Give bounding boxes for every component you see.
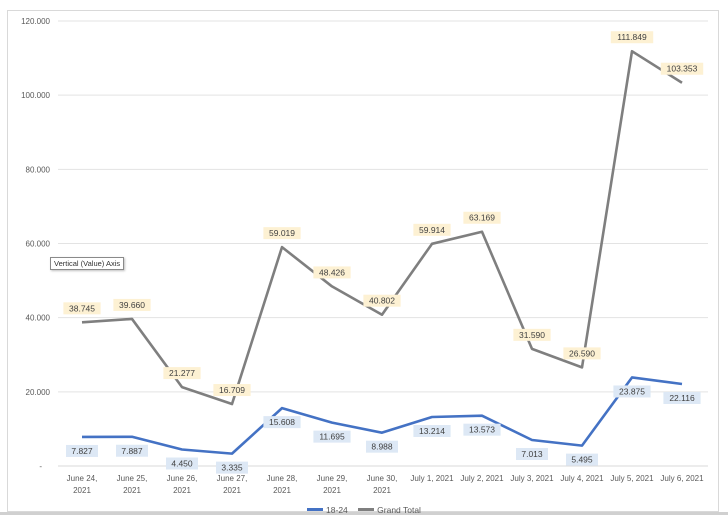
data-label: 40.802 xyxy=(369,296,395,306)
data-label-bg xyxy=(213,384,251,397)
legend-label: 18-24 xyxy=(326,504,348,515)
x-tick-label: July 1, 2021 xyxy=(410,474,454,483)
series-line-18-24 xyxy=(81,376,683,455)
x-tick-label: 2021 xyxy=(173,486,191,495)
data-label-bg xyxy=(363,294,401,307)
data-label: 7.013 xyxy=(521,449,543,459)
data-label: 4.450 xyxy=(171,458,193,468)
data-label: 3.335 xyxy=(221,463,243,473)
data-label-bg xyxy=(66,444,98,457)
x-tick-label: July 4, 2021 xyxy=(560,474,604,483)
y-tick-label: 100.000 xyxy=(21,91,50,100)
y-tick-label: 40.000 xyxy=(26,314,51,323)
data-label-bg xyxy=(366,440,398,453)
data-label-bg xyxy=(63,302,101,315)
legend-label: Grand Total xyxy=(377,504,421,515)
data-label: 13.573 xyxy=(469,425,495,435)
y-tick-label: 120.000 xyxy=(21,17,50,26)
data-label: 7.887 xyxy=(121,446,143,456)
y-tick-label: 80.000 xyxy=(26,165,51,174)
x-tick-label: 2021 xyxy=(73,486,91,495)
data-label-bg xyxy=(663,391,701,404)
legend-item-18-24[interactable]: 18-24 xyxy=(307,505,348,515)
x-tick-label: June 24, xyxy=(67,474,98,483)
x-tick-label: 2021 xyxy=(123,486,141,495)
data-label: 38.745 xyxy=(69,303,95,313)
x-tick-label: July 3, 2021 xyxy=(510,474,554,483)
x-tick-label: July 2, 2021 xyxy=(460,474,504,483)
data-label-bg xyxy=(513,328,551,341)
x-tick-label: June 26, xyxy=(167,474,198,483)
x-tick-label: July 5, 2021 xyxy=(610,474,654,483)
data-label-bg xyxy=(313,266,351,279)
series-line-grand-total xyxy=(81,49,683,406)
data-label: 13.214 xyxy=(419,426,445,436)
legend-swatch xyxy=(307,508,324,511)
divider xyxy=(0,512,728,515)
data-label: 103.353 xyxy=(667,64,698,74)
data-label: 48.426 xyxy=(319,267,345,277)
axis-tooltip: Vertical (Value) Axis xyxy=(50,257,125,270)
data-label: 15.608 xyxy=(269,417,295,427)
data-label-bg xyxy=(516,447,548,460)
x-tick-label: June 30, xyxy=(367,474,398,483)
y-tick-label: - xyxy=(39,462,42,471)
data-label-bg xyxy=(613,385,651,398)
data-label-bg xyxy=(166,457,198,470)
x-tick-label: July 6, 2021 xyxy=(660,474,704,483)
legend[interactable]: 18-24 Grand Total xyxy=(0,503,728,515)
x-tick-label: 2021 xyxy=(323,486,341,495)
x-tick-label: June 28, xyxy=(267,474,298,483)
data-label-bg xyxy=(216,461,248,474)
x-tick-label: June 27, xyxy=(217,474,248,483)
data-label: 7.827 xyxy=(71,446,93,456)
data-label: 23.875 xyxy=(619,386,645,396)
data-label-bg xyxy=(660,62,704,75)
y-tick-label: 60.000 xyxy=(26,240,51,249)
data-label-bg xyxy=(113,298,151,311)
x-tick-label: June 25, xyxy=(117,474,148,483)
data-label: 22.116 xyxy=(669,393,695,403)
data-label-bg xyxy=(413,223,451,236)
data-label: 63.169 xyxy=(469,213,495,223)
data-label: 26.590 xyxy=(569,348,595,358)
legend-item-grand-total[interactable]: Grand Total xyxy=(358,505,421,515)
data-label: 31.590 xyxy=(519,330,545,340)
data-label-bg xyxy=(163,367,201,380)
data-label-bg xyxy=(116,444,148,457)
data-label: 59.019 xyxy=(269,228,295,238)
legend-swatch xyxy=(358,508,375,511)
data-label: 21.277 xyxy=(169,368,195,378)
data-label: 8.988 xyxy=(371,442,393,452)
data-label-bg xyxy=(263,416,301,429)
x-tick-label: 2021 xyxy=(273,486,291,495)
data-label-bg xyxy=(610,31,654,44)
data-label-bg xyxy=(413,424,451,437)
y-tick-label: 20.000 xyxy=(26,388,51,397)
x-tick-label: 2021 xyxy=(223,486,241,495)
data-label: 5.495 xyxy=(571,455,593,465)
data-label: 59.914 xyxy=(419,225,445,235)
x-tick-label: 2021 xyxy=(373,486,391,495)
data-label-bg xyxy=(463,211,501,224)
data-label: 39.660 xyxy=(119,300,145,310)
data-label-bg xyxy=(313,430,351,443)
data-label: 111.849 xyxy=(617,32,647,42)
data-label: 11.695 xyxy=(319,432,345,442)
data-label-bg xyxy=(566,453,598,466)
data-label-bg xyxy=(563,347,601,360)
data-label-bg xyxy=(263,227,301,240)
data-label-bg xyxy=(463,423,501,436)
x-tick-label: June 29, xyxy=(317,474,348,483)
data-label: 16.709 xyxy=(219,385,245,395)
